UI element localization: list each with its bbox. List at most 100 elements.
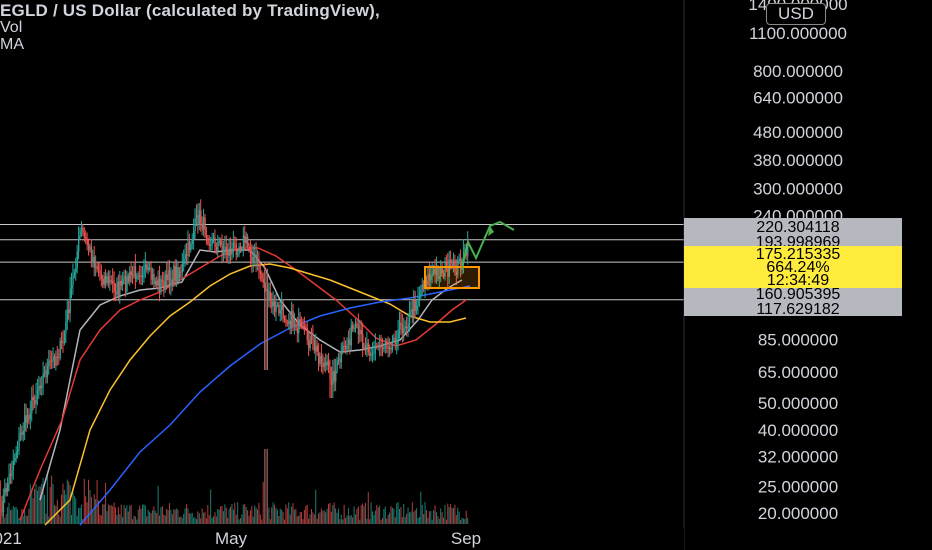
volume-bar bbox=[19, 519, 21, 524]
volume-bar bbox=[153, 506, 155, 524]
volume-bar bbox=[454, 504, 456, 524]
candle-body bbox=[404, 326, 406, 329]
candle-body bbox=[96, 266, 98, 270]
volume-bar bbox=[140, 508, 142, 524]
candle-body bbox=[38, 385, 40, 391]
volume-bar bbox=[59, 516, 61, 524]
candle-body bbox=[45, 370, 47, 378]
volume-bar bbox=[18, 518, 20, 524]
candle-body bbox=[372, 352, 374, 355]
ma-indicator-label[interactable]: MA bbox=[0, 36, 24, 53]
volume-bar bbox=[284, 519, 285, 524]
volume-bar bbox=[168, 503, 170, 524]
volume-bar bbox=[249, 510, 251, 524]
candle-body bbox=[434, 268, 436, 276]
candle-body bbox=[76, 251, 78, 268]
candle-body bbox=[156, 280, 158, 286]
volume-bar bbox=[265, 449, 267, 524]
volume-bar bbox=[464, 518, 466, 524]
volume-bar bbox=[301, 512, 303, 524]
candle-body bbox=[342, 345, 344, 351]
volume-bar bbox=[205, 518, 207, 524]
volume-bar bbox=[1, 509, 3, 524]
candle-body bbox=[406, 326, 408, 329]
volume-bar bbox=[151, 510, 153, 524]
volume-bar bbox=[230, 506, 232, 524]
candle-body bbox=[410, 309, 412, 312]
volume-bar bbox=[450, 503, 452, 524]
candle-body bbox=[252, 257, 255, 263]
time-axis[interactable]: 2021 May Sep bbox=[0, 528, 684, 550]
volume-bar bbox=[73, 495, 75, 524]
candle-body bbox=[308, 340, 310, 349]
candle-body bbox=[65, 322, 67, 334]
candle-body bbox=[244, 235, 246, 244]
volume-indicator-label[interactable]: Vol bbox=[0, 19, 23, 36]
candle-body bbox=[147, 267, 149, 270]
candle-body bbox=[227, 252, 229, 256]
candle-body bbox=[66, 309, 69, 323]
candle-body bbox=[264, 282, 266, 292]
volume-bar bbox=[335, 508, 337, 524]
volume-bar bbox=[29, 484, 31, 524]
volume-bar bbox=[149, 511, 151, 524]
candle-body bbox=[75, 267, 77, 273]
candle-body bbox=[22, 430, 25, 435]
candle-body bbox=[369, 352, 371, 356]
volume-bar bbox=[400, 507, 402, 524]
volume-bar bbox=[320, 508, 322, 524]
currency-button[interactable]: USD bbox=[766, 3, 826, 25]
volume-bar bbox=[122, 517, 124, 524]
candle-body bbox=[225, 246, 228, 253]
candle-body bbox=[146, 264, 148, 270]
volume-bar bbox=[80, 504, 82, 524]
volume-bar bbox=[133, 515, 135, 524]
candle-body bbox=[284, 318, 286, 321]
candle-body bbox=[359, 329, 361, 335]
volume-bar bbox=[261, 519, 263, 524]
volume-bar bbox=[430, 510, 432, 524]
candle-body bbox=[187, 241, 189, 256]
volume-bar bbox=[194, 517, 196, 524]
candle-body bbox=[26, 414, 29, 423]
candle-body bbox=[1, 501, 3, 513]
candle-body bbox=[259, 272, 262, 275]
candle-body bbox=[238, 246, 240, 255]
symbol-title[interactable]: EGLD / US Dollar (calculated by TradingV… bbox=[0, 1, 380, 20]
volume-bar bbox=[191, 512, 193, 524]
candle-body bbox=[326, 361, 328, 366]
volume-bar bbox=[25, 515, 27, 524]
volume-bar bbox=[384, 506, 386, 524]
volume-bar bbox=[403, 503, 405, 524]
volume-bar bbox=[387, 514, 389, 524]
candle-body bbox=[336, 360, 338, 371]
candle-body bbox=[174, 266, 176, 281]
candle-body bbox=[188, 241, 191, 251]
candle-body bbox=[445, 262, 448, 266]
candle-body bbox=[208, 243, 211, 246]
candle-body bbox=[154, 280, 157, 285]
volume-bar bbox=[113, 502, 115, 524]
volume-bar bbox=[266, 449, 268, 524]
volume-bar bbox=[407, 507, 409, 524]
volume-bar bbox=[201, 508, 203, 524]
volume-bar bbox=[359, 519, 361, 524]
candle-body bbox=[255, 254, 257, 263]
volume-bar bbox=[346, 515, 348, 524]
candle-body bbox=[97, 269, 100, 271]
volume-bar bbox=[244, 503, 246, 524]
candle-body bbox=[231, 248, 233, 255]
volume-bar bbox=[299, 511, 301, 524]
candle-body bbox=[186, 254, 188, 256]
candle-body bbox=[318, 351, 320, 364]
volume-bar bbox=[222, 511, 224, 524]
volume-bar bbox=[234, 502, 236, 524]
candle-body bbox=[201, 223, 203, 230]
candle-body bbox=[306, 327, 309, 341]
candle-body bbox=[390, 347, 392, 350]
volume-bar bbox=[340, 514, 342, 524]
volume-bar bbox=[363, 506, 365, 524]
volume-bar bbox=[440, 508, 442, 524]
volume-bar bbox=[96, 480, 98, 524]
